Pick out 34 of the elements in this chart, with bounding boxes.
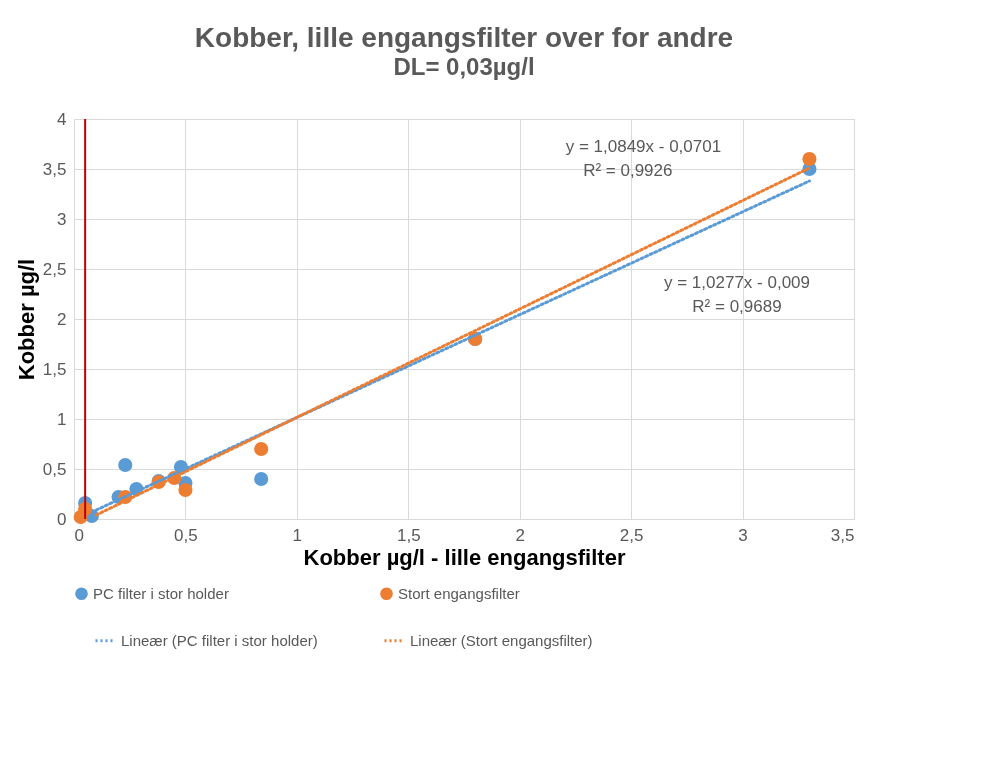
- y-tick-label: 3: [57, 209, 67, 229]
- x-tick-label: 2,5: [619, 525, 644, 545]
- x-tick-label: 2: [515, 525, 525, 545]
- annotation: R² = 0,9926: [583, 161, 673, 180]
- legend-label: Lineær (PC filter i stor holder): [121, 631, 318, 649]
- legend-label: Stort engangsfilter: [398, 584, 520, 602]
- y-tick-label: 4: [57, 109, 67, 129]
- y-tick-label: 2,5: [42, 259, 67, 279]
- point: [254, 471, 269, 487]
- x-tick-label: 3: [738, 525, 748, 545]
- annotation: y = 1,0277x - 0,009: [663, 273, 811, 292]
- x-tick-label: 1,5: [396, 525, 421, 545]
- point: [178, 482, 193, 498]
- y-axis-title: Kobber µg/l: [13, 258, 39, 381]
- annotation: R² = 0,9689: [692, 297, 782, 316]
- chart-subtitle: DL= 0,03µg/l: [393, 53, 535, 80]
- y-tick-label: 0,5: [42, 459, 67, 479]
- point: [118, 457, 133, 473]
- y-tick-label: 1,5: [42, 359, 67, 379]
- legend-label: PC filter i stor holder: [93, 584, 229, 602]
- x-tick-label: 0,5: [174, 525, 198, 545]
- x-tick-label: 3,5: [830, 525, 855, 545]
- point: [254, 441, 269, 457]
- x-axis-title: Kobber µg/l - lille engangsfilter: [303, 544, 626, 570]
- x-tick-label: 1: [292, 525, 303, 545]
- legend-label: Lineær (Stort engangsfilter): [410, 631, 593, 649]
- y-tick-label: 1: [57, 409, 67, 429]
- chart-title: Kobber, lille engangsfilter over for andre: [194, 22, 734, 53]
- y-tick-label: 0: [57, 509, 67, 529]
- point: [802, 151, 817, 167]
- x-tick-label: 0: [74, 525, 84, 545]
- annotation: y = 1,0849x - 0,0701: [565, 137, 722, 156]
- y-tick-label: 3,5: [42, 159, 67, 179]
- y-tick-label: 2: [57, 309, 67, 329]
